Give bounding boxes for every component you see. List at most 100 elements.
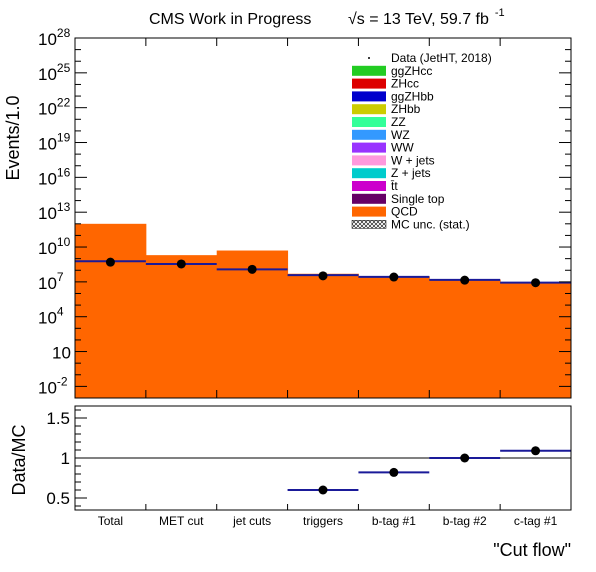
category-label: b-tag #1 [372,514,416,528]
legend-marker-dot [368,57,370,59]
legend-label: t̄t [391,179,399,193]
legend-label: Data (JetHT, 2018) [391,51,492,65]
y-tick-label-exponent: 22 [57,96,71,110]
y-tick-label-exponent: 10 [57,235,71,249]
legend-marker-box [352,168,386,179]
energy-label: √s = 13 TeV, 59.7 fb -1 [348,7,505,28]
category-label: b-tag #2 [443,514,487,528]
ratio-y-ticks: 1.5 1 0.5 [46,409,87,508]
legend-label: W + jets [391,153,435,167]
y-tick-label-exponent: 25 [57,61,71,75]
ratio-point [460,453,470,463]
y-axis-title-main: Events/1.0 [3,95,23,180]
legend-label: ZHbb [391,102,421,116]
legend-marker-box [352,206,386,217]
legend-label: ZZ [391,115,406,129]
y-tick-label-base: 10 [38,169,57,188]
y-tick-label: 1025 [38,61,71,84]
y-tick-label: 10-2 [38,374,68,397]
data-point [176,259,186,269]
legend-label: ZHcc [391,77,419,91]
category-label: Total [98,514,123,528]
y-tick-label-exponent: 16 [57,165,71,179]
y-tick-label-exponent: 19 [57,131,71,145]
legend-marker-box [352,104,386,115]
y-tick-label-exponent: 28 [57,26,71,40]
y-tick-label-base: 10 [38,204,57,223]
main-bars [75,223,572,398]
y-tick-label-base: 10 [38,135,57,154]
qcd-bar [287,273,359,398]
category-label: jet cuts [232,514,271,528]
y-tick-label: 104 [38,305,64,328]
ratio-panel: 1.5 1 0.5 [46,405,572,511]
qcd-bar [145,255,218,398]
data-point [531,278,541,288]
legend-marker-box [352,65,386,76]
ratio-y-tick-label: 1 [61,449,70,468]
data-point [389,272,399,282]
legend-marker-hatch [351,220,387,229]
ratio-x-ticks [145,504,501,510]
energy-label-exponent: -1 [495,7,505,19]
category-label: MET cut [159,514,204,528]
category-label: triggers [303,514,343,528]
y-tick-label-base: 10 [38,309,57,328]
qcd-bar [500,282,572,398]
data-point [460,275,470,285]
ratio-frame [74,405,572,511]
qcd-bar [429,279,501,398]
ratio-point [389,467,399,477]
y-tick-label-exponent: 13 [57,200,71,214]
y-tick-label: 1010 [38,235,71,258]
y-tick-label-exponent: 4 [57,305,64,319]
data-point [105,257,115,267]
y-axis-title-ratio: Data/MC [9,424,29,495]
y-tick-label-base: 10 [52,344,71,363]
legend-marker-box [352,181,386,191]
energy-label-text: √s = 13 TeV, 59.7 fb [348,11,489,28]
legend-label: ggZHbb [391,89,434,103]
legend-marker-box [352,117,386,127]
data-points [105,257,541,288]
ratio-points [287,446,571,495]
ratio-point [531,446,541,456]
y-tick-label-base: 10 [38,30,57,49]
category-labels: Total MET cut jet cuts triggers b-tag #1 b-ta… [98,514,558,528]
legend-marker-box [352,129,386,140]
qcd-bar [358,276,430,398]
y-tick-label-base: 10 [38,100,57,119]
legend-marker-box [352,78,386,89]
legend-marker-box [352,193,386,204]
y-tick-label: 10 [52,344,71,363]
y-tick-label-base: 10 [38,65,57,84]
ratio-y-tick-label: 1.5 [46,409,70,428]
legend-label: Z + jets [391,166,431,180]
y-tick-label: 1016 [38,165,71,188]
category-label: c-tag #1 [514,514,558,528]
y-tick-label: 1022 [38,96,71,119]
legend-label: MC unc. (stat.) [391,217,470,231]
legend-label: QCD [391,205,418,219]
y-tick-label-base: 10 [38,378,57,397]
legend-label: WW [391,141,414,155]
data-point [247,264,257,274]
qcd-bar [75,223,147,398]
y-tick-label-exponent: 7 [57,270,64,284]
y-tick-label-exponent: -2 [57,374,68,388]
main-frame [74,37,572,399]
legend-label: Single top [391,192,445,206]
legend-marker-box [352,91,386,102]
ratio-point [318,485,328,495]
legend-label: ggZHcc [391,64,432,78]
qcd-bar [216,250,289,398]
y-tick-label: 1019 [38,131,71,154]
x-axis-title: "Cut flow" [493,540,571,560]
chart-title: CMS Work in Progress [149,11,311,28]
y-tick-label-base: 10 [38,239,57,258]
legend-marker-box [352,142,386,153]
y-tick-label: 1028 [38,26,71,49]
legend-marker-box [352,155,386,166]
